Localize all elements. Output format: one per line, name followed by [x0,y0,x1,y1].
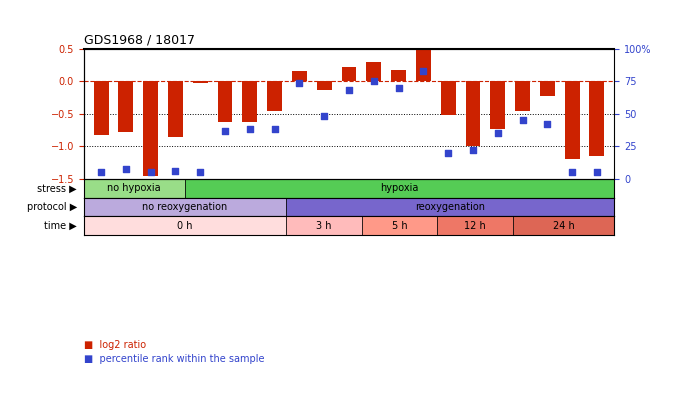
Point [542,121,553,128]
Bar [438,216,513,235]
Bar [292,71,307,81]
Bar [119,81,133,132]
Point [244,126,255,133]
Point [567,169,578,176]
Bar [513,216,614,235]
Bar [317,81,332,90]
Point [318,113,329,119]
Point [443,150,454,156]
Text: GDS1968 / 18017: GDS1968 / 18017 [84,33,195,46]
Bar [84,198,286,216]
Text: 5 h: 5 h [392,221,408,230]
Bar [515,81,530,111]
Point [418,68,429,74]
Text: time ▶: time ▶ [44,221,77,230]
Bar [84,179,185,198]
Point [492,130,503,136]
Bar [490,81,505,129]
Bar [193,81,208,83]
Text: no hypoxia: no hypoxia [107,183,161,193]
Text: reoxygenation: reoxygenation [415,202,485,212]
Text: no reoxygenation: no reoxygenation [142,202,228,212]
Text: 12 h: 12 h [464,221,487,230]
Point [591,169,602,176]
Point [120,165,131,172]
Text: stress ▶: stress ▶ [37,183,77,193]
Bar [440,81,456,115]
Point [219,128,230,134]
Point [96,169,107,176]
Point [369,78,380,85]
Bar [589,81,604,156]
Bar [242,81,258,122]
Text: protocol ▶: protocol ▶ [27,202,77,212]
Bar [84,216,286,235]
Point [468,147,479,153]
Bar [143,81,158,176]
Bar [565,81,579,160]
Text: hypoxia: hypoxia [380,183,419,193]
Point [294,79,305,86]
Text: 0 h: 0 h [177,221,193,230]
Bar [540,81,555,96]
Point [393,85,404,91]
Bar [341,67,357,81]
Bar [218,81,232,122]
Bar [168,81,183,136]
Point [343,87,355,94]
Text: 24 h: 24 h [553,221,574,230]
Point [269,126,280,133]
Text: 3 h: 3 h [316,221,332,230]
Bar [416,47,431,81]
Bar [286,216,362,235]
Bar [94,81,109,135]
Bar [391,70,406,81]
Point [195,169,206,176]
Bar [366,62,381,81]
Bar [362,216,438,235]
Point [517,117,528,124]
Point [170,168,181,175]
Bar [466,81,480,147]
Text: ■  percentile rank within the sample: ■ percentile rank within the sample [84,354,265,364]
Bar [286,198,614,216]
Text: ■  log2 ratio: ■ log2 ratio [84,340,146,350]
Bar [267,81,282,111]
Bar [185,179,614,198]
Point [145,169,156,176]
